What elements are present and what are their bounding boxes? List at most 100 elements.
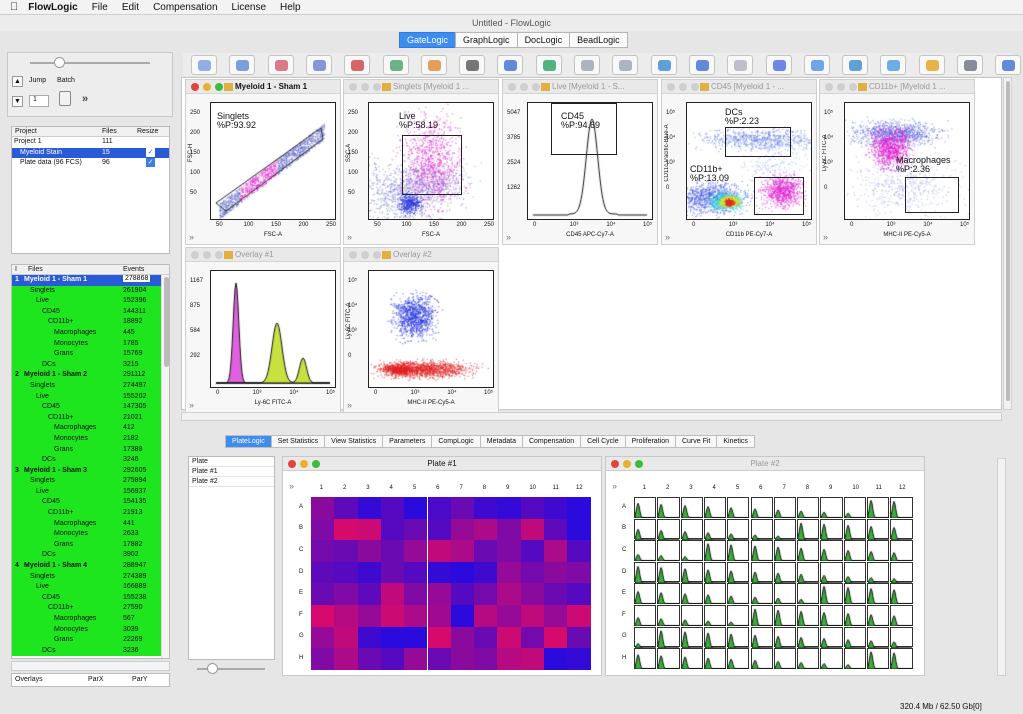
plate-well[interactable] (634, 561, 657, 583)
plate-well[interactable] (380, 540, 405, 562)
close-icon[interactable] (349, 251, 357, 259)
zoom-slider-knob[interactable] (54, 57, 65, 68)
plot-title[interactable]: Overlay #2 (344, 248, 498, 262)
file-row[interactable]: DCs 3215 (12, 359, 161, 371)
gate-rectangle[interactable] (725, 127, 791, 157)
resize-checkbox[interactable]: ✓ (146, 158, 155, 168)
plate-well[interactable] (634, 583, 657, 605)
plate-well[interactable] (680, 648, 704, 670)
plate-well[interactable] (843, 648, 867, 670)
plate-well[interactable] (380, 561, 405, 584)
x-axis-label[interactable]: CD45 APC-Cy7-A (566, 232, 614, 238)
minimize-icon[interactable] (300, 460, 308, 468)
plate-well[interactable] (334, 497, 358, 519)
zoom-icon[interactable] (532, 83, 540, 91)
plate-well[interactable] (450, 648, 475, 670)
plate-well[interactable] (634, 605, 657, 626)
plate-well[interactable] (474, 540, 498, 562)
expand-icon[interactable]: » (189, 400, 195, 410)
plate-well[interactable] (750, 561, 774, 583)
close-icon[interactable] (288, 460, 296, 468)
files-scrollbar[interactable] (161, 275, 169, 658)
plate-well[interactable] (867, 497, 890, 518)
quadrant-gate-icon[interactable] (344, 55, 371, 75)
plate-well[interactable] (567, 626, 591, 649)
plate-well[interactable] (634, 497, 657, 518)
plate-well[interactable] (380, 518, 405, 541)
minimize-icon[interactable] (361, 251, 369, 259)
plate-well[interactable] (474, 497, 498, 519)
plate-zoom-track[interactable] (197, 668, 265, 670)
plate-well[interactable] (567, 605, 591, 627)
zoom-icon[interactable] (373, 83, 381, 91)
plate-well[interactable] (357, 626, 381, 649)
tab-graphlogic[interactable]: GraphLogic (455, 32, 518, 48)
plate-well[interactable] (797, 497, 821, 518)
expand-icon[interactable]: » (289, 481, 295, 491)
plate-well[interactable] (334, 583, 358, 605)
menu-license[interactable]: License (223, 1, 266, 13)
plate-well[interactable] (544, 540, 568, 562)
gate-rectangle[interactable] (905, 177, 959, 213)
grid-view-icon[interactable] (918, 55, 945, 75)
plate-well[interactable] (404, 561, 428, 584)
plot-canvas[interactable]: CD45 %P:94.69 (527, 102, 653, 220)
plate-list-item[interactable]: Plate #1 (189, 467, 274, 477)
project-row[interactable]: Project 1 111 (14, 138, 113, 145)
plate-well[interactable] (334, 648, 358, 670)
plate-well[interactable] (727, 518, 751, 540)
plate-well[interactable] (890, 583, 914, 605)
plate-well[interactable] (567, 540, 591, 562)
file-row[interactable]: Live 166889 (12, 582, 161, 593)
plot-title[interactable]: Live [Myeloid 1 - S... (503, 80, 657, 94)
x-axis-label[interactable]: MHC-II PE-Cy5-A (883, 232, 931, 238)
derivative-view-icon[interactable] (535, 55, 562, 75)
layout-a-icon[interactable] (574, 55, 600, 75)
plot-window[interactable]: CD45 [Myeloid 1 - ... DCs %P:2.23 CD11b+ %P:… (661, 79, 817, 245)
gate-rectangle[interactable] (754, 177, 804, 215)
expand-icon[interactable]: » (347, 232, 353, 242)
plate-well[interactable] (750, 605, 774, 626)
file-row[interactable]: CD11b+ 21021 (12, 412, 161, 424)
forward-icon[interactable]: » (82, 93, 89, 105)
x-axis-label[interactable]: Ly-6C FITC-A (254, 400, 292, 406)
plate-well[interactable] (474, 583, 498, 605)
close-icon[interactable] (667, 83, 675, 91)
plate-well[interactable] (450, 561, 475, 584)
plate-well[interactable] (497, 518, 521, 541)
file-row[interactable]: Macrophages 445 (12, 327, 161, 339)
plate-well[interactable] (890, 648, 914, 670)
y-axis-label[interactable]: Ly-6C FITC-A (822, 134, 828, 172)
menu-edit[interactable]: Edit (113, 1, 139, 13)
plate-well[interactable] (727, 497, 751, 518)
file-row[interactable]: Grans 15769 (12, 349, 161, 360)
plate-well[interactable] (311, 561, 335, 584)
tab-complogic[interactable]: CompLogic (431, 435, 481, 448)
gate-rectangle[interactable] (551, 103, 617, 155)
plate-title[interactable]: Plate #1 (283, 457, 601, 471)
clipboard-icon[interactable] (957, 55, 983, 75)
plate-well[interactable] (427, 561, 451, 584)
minimize-icon[interactable] (837, 83, 845, 91)
minimize-icon[interactable] (203, 83, 211, 91)
tab-set-statistics[interactable]: Set Statistics (270, 435, 326, 448)
layout-b-icon[interactable] (612, 55, 639, 75)
plate-well[interactable] (727, 561, 751, 583)
plate-well[interactable] (867, 540, 890, 562)
plate-well[interactable] (311, 648, 335, 670)
plate-well[interactable] (311, 605, 335, 627)
plate-well[interactable] (634, 518, 657, 540)
file-row[interactable]: Macrophages 412 (12, 423, 161, 434)
plate-well[interactable] (427, 626, 451, 649)
plate-well[interactable] (450, 583, 475, 605)
plate-well[interactable] (773, 583, 797, 605)
plate-well[interactable] (820, 540, 844, 562)
plate-well[interactable] (544, 583, 568, 605)
plate-well[interactable] (474, 648, 498, 670)
plate-well[interactable] (890, 605, 914, 626)
file-row[interactable]: Singlets 261904 (12, 285, 161, 297)
zoom-icon[interactable] (849, 83, 857, 91)
plate-well[interactable] (890, 626, 914, 648)
plate-well[interactable] (843, 518, 867, 540)
plate-well[interactable] (474, 626, 498, 649)
